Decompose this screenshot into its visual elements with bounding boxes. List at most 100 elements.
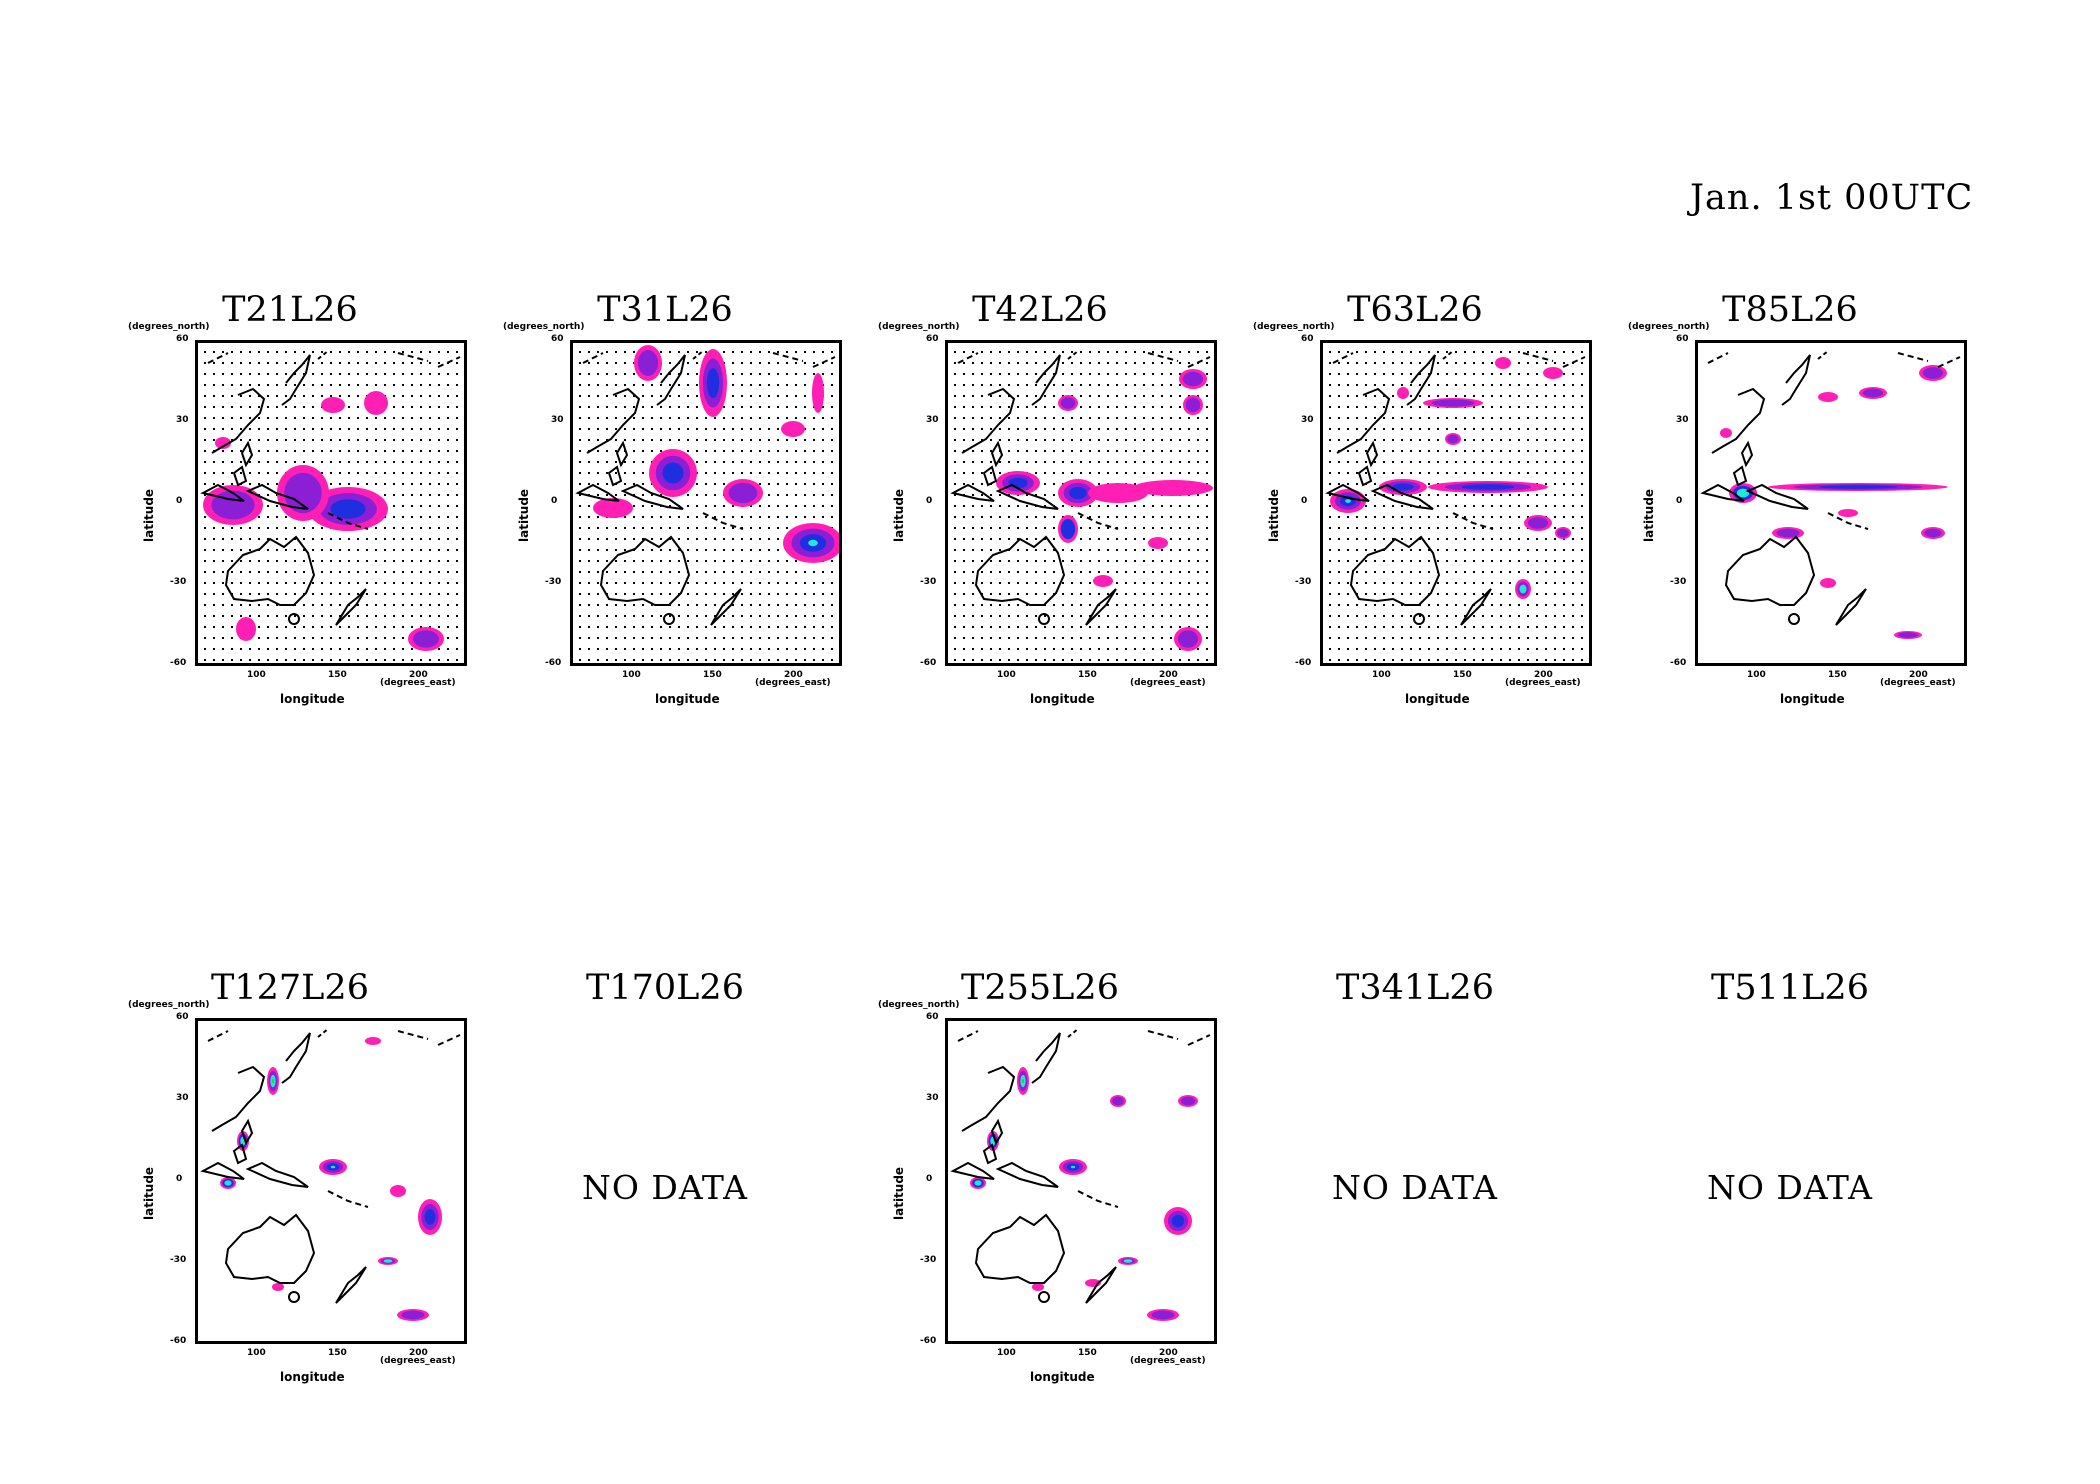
no-data-label: NO DATA [1707,1168,1873,1207]
precip-blob [1557,528,1569,538]
precip-blob [812,373,824,413]
x-tick-label: 150 [1078,670,1097,680]
precip-blob [1148,537,1168,549]
precip-blob [706,368,720,398]
y-tick-label: 30 [926,415,939,425]
y-tick-label: -30 [545,577,562,587]
x-tick-label: 100 [997,670,1016,680]
map-plot [200,1028,461,1321]
y-axis-unit: (degrees_north) [503,322,585,332]
precip-blob [364,391,388,415]
panel-title: T63L26 [1347,290,1483,330]
x-tick-label: 200 [1909,670,1928,680]
x-tick-label: 200 [1534,670,1553,680]
precip-blob [1008,477,1028,489]
x-axis-unit: (degrees_east) [380,678,456,688]
precip-blob [215,437,231,449]
y-axis-label: latitude [142,488,156,542]
x-tick-label: 200 [1159,670,1178,680]
precip-blob [1924,528,1942,538]
precip-blob [1070,1165,1076,1169]
precip-blob [728,482,758,504]
precip-blob [1177,630,1199,648]
map-frame [1320,340,1592,666]
y-tick-label: 0 [551,496,558,506]
panel-title: T42L26 [972,290,1108,330]
x-axis-unit: (degrees_east) [1130,678,1206,688]
y-tick-label: 60 [926,1012,939,1022]
y-tick-label: -30 [170,577,187,587]
x-tick-label: 100 [1747,670,1766,680]
coastline [1325,350,1586,626]
precip-blob [974,1180,982,1186]
coastline [950,350,1211,626]
panel-t42l26: T42L26 (degrees_north) (degrees_east) latit… [878,290,1230,710]
grid-dots [1329,351,1583,661]
precip-blob [1820,578,1836,588]
map-plot [950,350,1213,661]
map-plot [1325,350,1586,661]
y-tick-label: -30 [1295,577,1312,587]
x-axis-label: longitude [1030,1370,1095,1384]
precip-blob [1397,387,1409,399]
precip-blob [1720,428,1732,438]
y-tick-label: 0 [176,496,183,506]
x-axis-label: longitude [280,1370,345,1384]
map-plot [200,350,461,661]
y-tick-label: -60 [1295,658,1312,668]
precip-blob [1862,388,1884,398]
x-tick-label: 100 [247,670,266,680]
x-axis-unit: (degrees_east) [380,1356,456,1366]
precip-blob [1818,392,1838,402]
panel-title: T341L26 [1336,968,1494,1008]
precip-blob [1838,509,1858,517]
precip-blob [1897,632,1919,638]
x-tick-label: 100 [247,1348,266,1358]
y-tick-label: 60 [176,1012,189,1022]
panel-title: T511L26 [1711,968,1869,1008]
precip-blob [365,1037,381,1045]
precip-blob [1133,480,1213,496]
precip-blob [1022,1078,1024,1084]
y-tick-label: 0 [176,1174,183,1184]
precip-blob [1922,367,1944,379]
coastline [1700,350,1961,626]
y-tick-label: 30 [1676,415,1689,425]
panel-title: T170L26 [586,968,744,1008]
map-plot [575,345,839,661]
y-axis-unit: (degrees_north) [128,322,210,332]
precip-blob [211,490,255,520]
x-tick-label: 100 [997,1348,1016,1358]
precip-blob [330,1165,336,1169]
panel-title: T127L26 [211,968,369,1008]
panel-t31l26: T31L26 (degrees_north) (degrees_east) latit… [503,290,855,710]
map-frame [1695,340,1967,666]
precip-blob [236,617,256,641]
y-tick-label: 60 [926,334,939,344]
panel-title: T21L26 [222,290,358,330]
y-tick-label: 60 [1301,334,1314,344]
precip-blob [1447,434,1459,444]
precip-blob [1182,371,1204,387]
panel-t255l26: T255L26 (degrees_north) (degrees_east) lati… [878,968,1230,1388]
x-tick-label: 150 [328,1348,347,1358]
x-tick-label: 150 [703,670,722,680]
coastline [950,1028,1211,1304]
y-tick-label: 0 [1676,496,1683,506]
precip-blob [284,472,322,514]
y-axis-label: latitude [1267,488,1281,542]
precip-blob [224,1180,232,1186]
precip-blob [637,350,659,376]
y-tick-label: -30 [170,1255,187,1265]
precip-blob [1032,1283,1044,1291]
x-axis-unit: (degrees_east) [1505,678,1581,688]
x-axis-unit: (degrees_east) [755,678,831,688]
y-tick-label: 60 [551,334,564,344]
precip-blob [1495,357,1511,369]
precip-blob [662,462,684,484]
precip-blob [1519,584,1527,594]
y-tick-label: -60 [1670,658,1687,668]
x-tick-label: 100 [1372,670,1391,680]
y-tick-label: -60 [920,1336,937,1346]
x-axis-label: longitude [1405,692,1470,706]
